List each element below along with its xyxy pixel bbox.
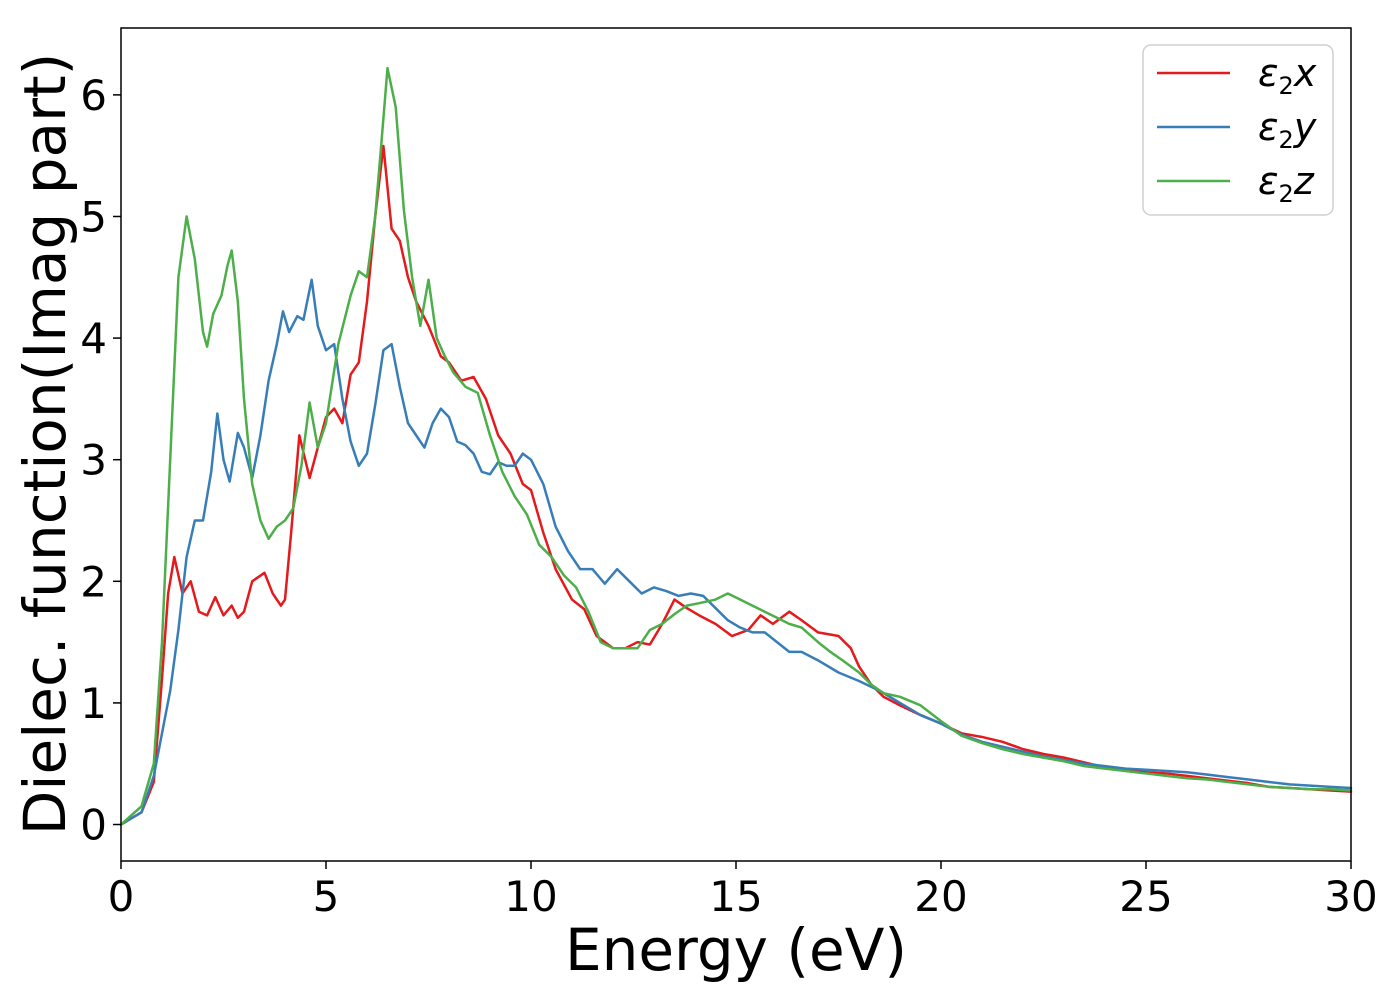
- x-tick-label: 25: [1119, 872, 1172, 921]
- legend-subscript: 2: [1279, 126, 1294, 154]
- y-tick-label: 1: [80, 679, 107, 728]
- y-tick-label: 4: [80, 314, 107, 363]
- x-tick-label: 10: [504, 872, 557, 921]
- legend-subscript: 2: [1279, 72, 1294, 100]
- legend-label: ε2y: [1258, 105, 1317, 154]
- x-axis-label: Energy (eV): [565, 916, 907, 984]
- y-tick-label: 2: [80, 557, 107, 606]
- y-tick-label: 5: [80, 192, 107, 241]
- y-tick-label: 0: [80, 801, 107, 850]
- x-tick-label: 15: [709, 872, 762, 921]
- x-tick-label: 30: [1324, 872, 1377, 921]
- legend-item-x: ε2x: [1157, 51, 1317, 100]
- x-tick-label: 0: [108, 872, 135, 921]
- x-tick-label: 20: [914, 872, 967, 921]
- series-line-z: [119, 66, 1353, 826]
- x-tick-label: 5: [313, 872, 340, 921]
- legend-variable: y: [1293, 105, 1317, 149]
- legend-variable: z: [1293, 159, 1315, 203]
- series-line-y: [119, 278, 1353, 826]
- legend-box: [1142, 44, 1334, 216]
- x-axis-ticks: 0 5 10 15 20 25 30: [108, 861, 1378, 921]
- legend-symbol: ε: [1258, 51, 1279, 95]
- series-lines-group: [119, 66, 1353, 826]
- legend-label: ε2z: [1258, 159, 1315, 208]
- legend-symbol: ε: [1258, 159, 1279, 203]
- legend-subscript: 2: [1279, 180, 1294, 208]
- y-tick-label: 3: [80, 436, 107, 485]
- y-axis-ticks: 0 1 2 3 4 5 6: [80, 71, 121, 850]
- legend-item-z: ε2z: [1157, 159, 1315, 208]
- legend-symbol: ε: [1258, 105, 1279, 149]
- series-line-x: [119, 144, 1353, 826]
- legend-label: ε2x: [1258, 51, 1317, 100]
- y-tick-label: 6: [80, 71, 107, 120]
- legend-item-y: ε2y: [1157, 105, 1317, 154]
- legend-variable: x: [1293, 51, 1317, 95]
- y-axis-label: Dielec. function(Imag part): [11, 53, 79, 836]
